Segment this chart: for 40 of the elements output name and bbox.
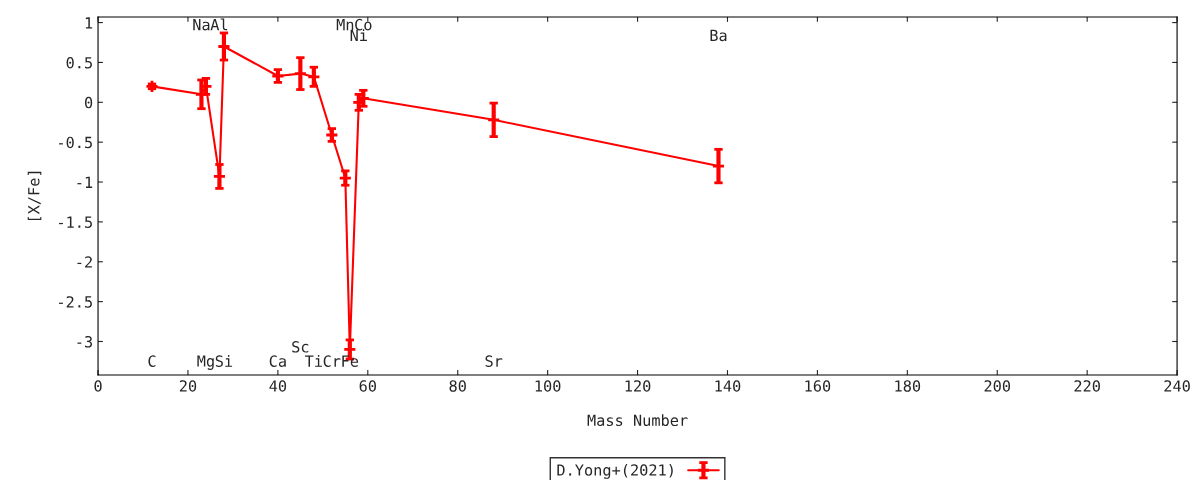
y-tick-label: -1: [77, 176, 93, 188]
annotation: Sr: [485, 355, 503, 367]
x-tick-label: 80: [449, 380, 466, 392]
annotation: Ba: [710, 29, 727, 42]
y-tick-label: -2.5: [59, 296, 92, 308]
annotation: Ca: [269, 355, 286, 367]
annotation: Mg: [197, 355, 214, 370]
annotation: Sc: [292, 341, 309, 353]
annotation: Fe: [342, 355, 359, 367]
y-tick-label: -1.5: [59, 216, 92, 228]
annotation: Na: [193, 19, 210, 31]
y-tick-label: 0.5: [66, 56, 92, 69]
x-tick-label: 200: [984, 380, 1011, 392]
x-tick-label: 240: [1164, 380, 1190, 392]
x-tick-label: 100: [535, 380, 561, 392]
annotation: Co: [355, 18, 372, 31]
legend-label: D.Yong+(2021): [557, 464, 673, 479]
x-tick-label: 40: [269, 380, 287, 392]
annotation: Mn: [336, 19, 354, 31]
x-axis-title: Mass Number: [587, 414, 688, 427]
annotation: Ni: [350, 29, 367, 41]
annotation: Al: [210, 18, 228, 31]
y-tick-label: -0.5: [59, 136, 92, 149]
y-axis-title: [X/Fe]: [27, 171, 42, 221]
x-tick-label: 220: [1074, 380, 1100, 392]
x-tick-label: 160: [805, 380, 831, 392]
annotation: Cr: [323, 355, 341, 367]
annotation: Ti: [305, 355, 322, 367]
x-tick-label: 180: [895, 380, 921, 392]
y-tick-label: -2: [77, 256, 92, 268]
x-tick-label: 60: [359, 380, 377, 392]
x-tick-label: 20: [179, 380, 197, 392]
x-tick-label: 140: [715, 380, 741, 392]
annotation: C: [148, 355, 156, 367]
annotation: Si: [215, 355, 233, 367]
y-tick-label: 0: [84, 96, 93, 109]
y-tick-label: -3: [77, 336, 93, 348]
x-tick-label: 0: [94, 380, 102, 392]
y-tick-label: 1: [85, 17, 93, 29]
x-tick-label: 120: [625, 380, 651, 392]
